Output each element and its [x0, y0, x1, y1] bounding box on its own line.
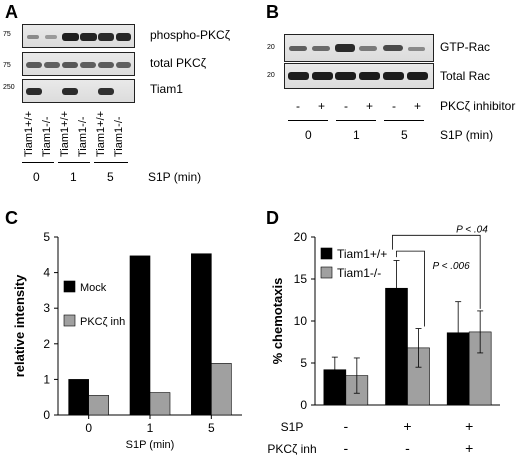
blot-total-rac [284, 63, 434, 89]
inhibitor-sign: - [344, 99, 348, 113]
panel-a-letter: A [5, 2, 18, 23]
y-axis-title: relative intensity [12, 274, 27, 377]
condition-row-label: PKCζ inh [267, 442, 316, 456]
legend-swatch [321, 267, 332, 278]
time-underline [336, 120, 376, 121]
row-label-total-rac: Total Rac [440, 69, 490, 83]
y-axis-title: % chemotaxis [270, 278, 285, 365]
legend-swatch [64, 315, 75, 326]
time-label: 1 [70, 170, 77, 184]
lane-label: Tiam1-/- [41, 116, 53, 157]
condition-sign: + [465, 418, 473, 434]
blot-gtp-rac [284, 34, 434, 62]
y-tick-label: 1 [43, 372, 50, 386]
time-axis-title: S1P (min) [440, 128, 493, 142]
mw-label: 20 [267, 72, 275, 79]
blot-tiam1 [22, 79, 135, 103]
lane-label: Tiam1+/+ [59, 111, 71, 157]
time-label: 5 [107, 170, 114, 184]
mw-label: 250 [3, 84, 15, 91]
condition-sign: + [403, 418, 411, 434]
inhibitor-sign: - [296, 99, 300, 113]
time-underline [288, 120, 328, 121]
time-label: 5 [401, 128, 408, 142]
bar-pkc-inh [211, 363, 231, 415]
blot-total-pkcz [22, 52, 135, 76]
bar-pkc-inh [150, 393, 170, 415]
time-label: 0 [33, 170, 40, 184]
y-tick-label: 10 [294, 314, 308, 328]
y-tick-label: 5 [300, 356, 307, 370]
time-axis-title: S1P (min) [148, 170, 201, 184]
mw-label: 75 [3, 62, 11, 69]
panel-b-letter: B [266, 2, 279, 23]
legend-swatch [321, 248, 332, 259]
y-tick-label: 2 [43, 337, 50, 351]
condition-sign: - [405, 440, 410, 456]
chart-c: 0 1 2 3 4 5 0 1 5 S1P (min) relative intensity Mock… [0, 225, 260, 465]
lane-label: Tiam1-/- [77, 116, 89, 157]
x-tick-label: 5 [208, 421, 215, 435]
lane-label: Tiam1+/+ [23, 111, 35, 157]
mw-label: 75 [3, 31, 11, 38]
legend-label: Tiam1-/- [337, 266, 381, 280]
time-underline [58, 162, 90, 163]
bar-mock [69, 379, 89, 415]
row-label-total-pkcz: total PKCζ [150, 56, 206, 70]
inhibitor-label: PKCζ inhibitor [440, 99, 515, 113]
y-tick-label: 3 [43, 301, 50, 315]
condition-sign: - [343, 440, 348, 456]
inhibitor-sign: + [414, 99, 421, 113]
time-underline [94, 162, 128, 163]
p-value-label: P < .006 [433, 261, 471, 272]
x-tick-label: 0 [85, 421, 92, 435]
bar-mock [130, 256, 150, 415]
row-label-gtp-rac: GTP-Rac [440, 40, 490, 54]
y-tick-label: 4 [43, 266, 50, 280]
blot-phospho-pkcz [22, 24, 135, 48]
legend-label: Mock [80, 282, 107, 294]
inhibitor-sign: + [318, 99, 325, 113]
inhibitor-sign: - [392, 99, 396, 113]
chart-d: 0 5 10 15 20 P < .006 P < .04 Tiam1+/+ Tiam1-/-%… [260, 225, 520, 465]
p-value-label: P < .04 [456, 225, 488, 235]
row-label-tiam1: Tiam1 [150, 82, 183, 96]
mw-label: 20 [267, 44, 275, 51]
y-tick-label: 20 [294, 230, 308, 244]
y-tick-label: 15 [294, 272, 308, 286]
legend-label: Tiam1+/+ [337, 247, 387, 261]
bar-mock [191, 254, 211, 415]
row-label-phospho-pkcz: phospho-PKCζ [150, 28, 230, 42]
inhibitor-sign: + [366, 99, 373, 113]
y-tick-label: 5 [43, 230, 50, 244]
lane-label: Tiam1+/+ [95, 111, 107, 157]
x-axis-title: S1P (min) [126, 439, 175, 451]
legend-label: PKCζ inh [80, 316, 125, 328]
bar-pkc-inh [89, 395, 109, 415]
y-tick-label: 0 [43, 408, 50, 422]
time-label: 1 [353, 128, 360, 142]
condition-sign: - [343, 418, 348, 434]
time-underline [384, 120, 424, 121]
lane-label: Tiam1-/- [113, 116, 125, 157]
condition-row-label: S1P [281, 420, 304, 434]
y-tick-label: 0 [300, 398, 307, 412]
time-label: 0 [305, 128, 312, 142]
time-underline [22, 162, 54, 163]
legend-swatch [64, 281, 75, 292]
x-tick-label: 1 [147, 421, 154, 435]
condition-sign: + [465, 440, 473, 456]
